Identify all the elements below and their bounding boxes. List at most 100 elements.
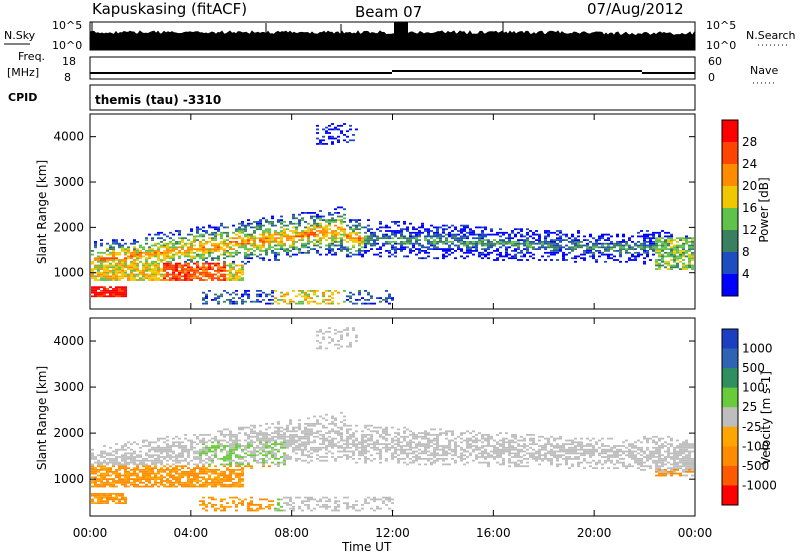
rti-cell <box>271 292 274 294</box>
rti-cell <box>670 254 673 256</box>
rti-cell <box>241 274 244 276</box>
rti-cell <box>229 451 232 453</box>
rti-cell <box>490 436 493 438</box>
rti-cell <box>487 246 490 248</box>
rti-cell <box>238 478 241 480</box>
rti-cell <box>250 510 253 512</box>
rti-cell <box>319 331 322 333</box>
rti-cell <box>220 275 223 277</box>
rti-cell <box>163 254 166 256</box>
rti-cell <box>664 236 667 238</box>
rti-cell <box>433 246 436 248</box>
rti-cell <box>175 277 178 279</box>
rti-cell <box>295 447 298 449</box>
rti-cell <box>307 425 310 427</box>
rti-cell <box>103 279 106 281</box>
rti-cell <box>121 464 124 466</box>
rti-cell <box>409 462 412 464</box>
rti-cell <box>157 266 160 268</box>
rti-cell <box>106 493 109 495</box>
rti-cell <box>280 436 283 438</box>
rti-cell <box>157 478 160 480</box>
rti-cell <box>232 292 235 294</box>
rti-cell <box>127 478 130 480</box>
rti-cell <box>319 237 322 239</box>
rti-cell <box>556 248 559 250</box>
rti-cell <box>133 252 136 254</box>
rti-cell <box>193 476 196 478</box>
rti-cell <box>151 449 154 451</box>
rti-cell <box>628 252 631 254</box>
rti-cell <box>472 460 475 462</box>
rti-cell <box>334 329 337 331</box>
rti-cell <box>235 237 238 239</box>
rti-cell <box>151 441 154 443</box>
rti-cell <box>106 478 109 480</box>
rti-cell <box>232 261 235 263</box>
rti-cell <box>673 265 676 267</box>
rti-cell <box>652 250 655 252</box>
rti-cell <box>103 473 106 475</box>
rti-cell <box>391 447 394 449</box>
rti-cell <box>115 275 118 277</box>
rti-cell <box>442 256 445 258</box>
rti-cell <box>127 456 130 458</box>
rti-cell <box>355 129 358 131</box>
rti-cell <box>196 436 199 438</box>
rti-cell <box>601 246 604 248</box>
rti-cell <box>295 497 298 499</box>
rti-cell <box>265 462 268 464</box>
rti-cell <box>208 475 211 477</box>
rti-cell <box>235 434 238 436</box>
rti-cell <box>118 493 121 495</box>
rti-cell <box>565 259 568 261</box>
rti-cell <box>139 272 142 274</box>
rti-cell <box>220 449 223 451</box>
rti-cell <box>664 266 667 268</box>
rti-cell <box>376 239 379 241</box>
rti-cell <box>244 427 247 429</box>
rti-cell <box>436 434 439 436</box>
rti-cell <box>556 230 559 232</box>
rti-cell <box>130 252 133 254</box>
rti-cell <box>442 225 445 227</box>
rti-cell <box>121 493 124 495</box>
rti-cell <box>181 248 184 250</box>
rti-cell <box>106 259 109 261</box>
rti-cell <box>295 303 298 305</box>
rti-cell <box>364 447 367 449</box>
rti-cell <box>202 476 205 478</box>
rti-cell <box>112 257 115 259</box>
rti-cell <box>286 225 289 227</box>
rti-cell <box>217 469 220 471</box>
rti-cell <box>223 434 226 436</box>
rti-cell <box>310 497 313 499</box>
rti-cell <box>121 239 124 241</box>
rti-cell <box>535 234 538 236</box>
rti-cell <box>256 454 259 456</box>
rti-cell <box>271 436 274 438</box>
rti-cell <box>478 243 481 245</box>
rti-cell <box>463 234 466 236</box>
rti-cell <box>688 265 691 267</box>
rti-cell <box>208 456 211 458</box>
rti-cell <box>442 453 445 455</box>
rti-cell <box>334 129 337 131</box>
rti-cell <box>184 245 187 247</box>
rti-cell <box>511 230 514 232</box>
rti-cell <box>175 270 178 272</box>
rti-cell <box>340 246 343 248</box>
rti-cell <box>184 484 187 486</box>
rti-cell <box>409 252 412 254</box>
rti-cell <box>382 236 385 238</box>
rti-cell <box>265 443 268 445</box>
rti-cell <box>475 458 478 460</box>
rti-cell <box>661 254 664 256</box>
rti-cell <box>202 465 205 467</box>
rti-cell <box>484 458 487 460</box>
rti-cell <box>427 236 430 238</box>
rti-cell <box>496 232 499 234</box>
rti-cell <box>247 234 250 236</box>
rti-cell <box>397 445 400 447</box>
nsearch-tick-top: 10^5 <box>706 19 736 32</box>
